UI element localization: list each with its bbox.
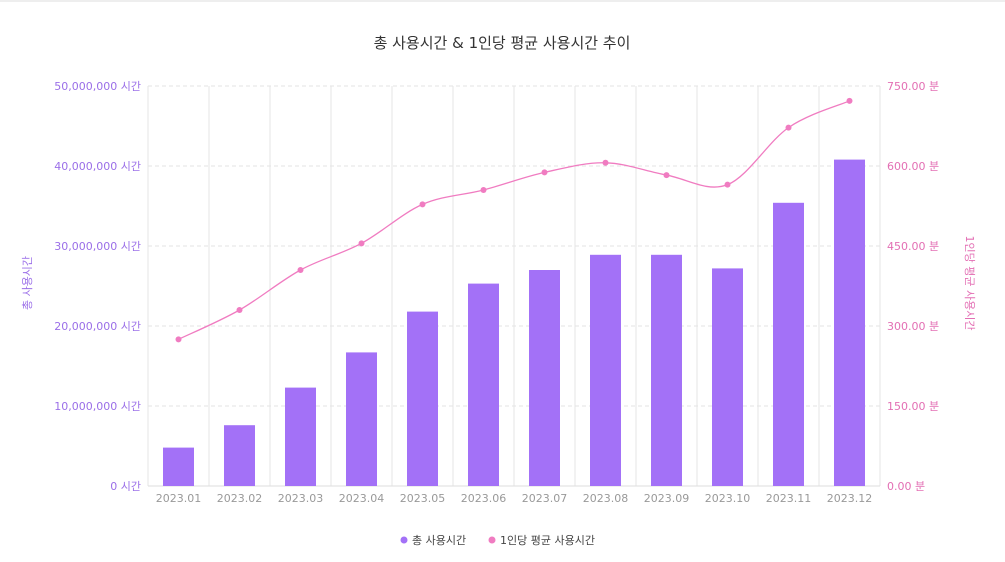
line-point [480,187,487,193]
y-axis-left-title: 총 사용시간 [21,256,34,310]
bar [529,270,560,486]
y-tick-label-left: 0 시간 [110,480,141,493]
y-tick-label-right: 450.00 분 [887,240,939,253]
chart-title: 총 사용시간 & 1인당 평균 사용시간 추이 [374,34,631,52]
line-point [175,336,182,343]
x-tick-label: 2023.12 [827,492,873,505]
x-tick-label: 2023.06 [461,492,507,505]
line-point [663,172,670,179]
line-path [178,100,850,340]
y-tick-label-left: 20,000,000 시간 [54,320,141,333]
y-tick-label-left: 50,000,000 시간 [54,80,141,93]
line-series [175,97,853,343]
x-tick-label: 2023.03 [278,492,324,505]
y-tick-label-left: 40,000,000 시간 [54,160,141,173]
bar [773,202,804,487]
line-point [724,181,731,188]
x-tick-label: 2023.08 [583,492,629,505]
x-tick-label: 2023.05 [400,492,446,505]
y-tick-label-right: 750.00 분 [887,80,939,93]
line-point [297,267,304,273]
legend-item-total[interactable]: 총 사용시간 [400,534,467,547]
line-point [846,97,853,104]
legend-label-total: 총 사용시간 [412,534,466,547]
line-point [419,201,426,208]
legend-marker-average [488,536,496,544]
y-axis-right-title: 1인당 평균 사용시간 [963,236,976,331]
x-tick-label: 2023.11 [766,492,812,505]
y-tick-label-right: 150.00 분 [887,400,939,413]
legend-marker-total [400,536,408,544]
x-tick-label: 2023.02 [217,492,263,505]
bar [834,159,865,486]
grid [147,85,881,487]
y-tick-label-right: 300.00 분 [887,320,939,333]
bar [163,447,194,486]
x-tick-label: 2023.09 [644,492,690,505]
x-tick-label: 2023.04 [339,492,385,505]
x-tick-label: 2023.01 [156,492,202,505]
y-tick-label-left: 10,000,000 시간 [54,400,141,413]
y-axis-left-ticks: 0 시간 10,000,000 시간 20,000,000 시간 30,000,000… [54,80,141,493]
bar-series [163,159,865,487]
x-tick-label: 2023.07 [522,492,568,505]
legend: 총 사용시간 1인당 평균 사용시간 [400,534,595,547]
y-tick-label-left: 30,000,000 시간 [54,240,141,253]
x-axis-ticks: 2023.01 2023.02 2023.03 2023.04 2023.05 2023.… [156,492,873,505]
bar [712,268,743,486]
bar [285,387,316,486]
line-point [602,159,609,166]
bar [651,254,682,486]
bar [224,425,255,486]
bar [407,311,438,486]
y-axis-right-ticks: 0.00 분 150.00 분 300.00 분 450.00 분 600.00 분 75… [887,80,939,493]
line-point [358,240,365,247]
bar [346,352,377,486]
line-point [785,124,792,131]
legend-label-average: 1인당 평균 사용시간 [500,534,595,547]
legend-item-average[interactable]: 1인당 평균 사용시간 [488,534,595,547]
x-tick-label: 2023.10 [705,492,751,505]
line-point [541,169,548,176]
line-point [236,307,243,313]
bar [590,254,621,486]
y-tick-label-right: 600.00 분 [887,160,939,173]
top-border [0,0,1005,2]
y-tick-label-right: 0.00 분 [887,480,925,493]
bar [468,283,499,486]
